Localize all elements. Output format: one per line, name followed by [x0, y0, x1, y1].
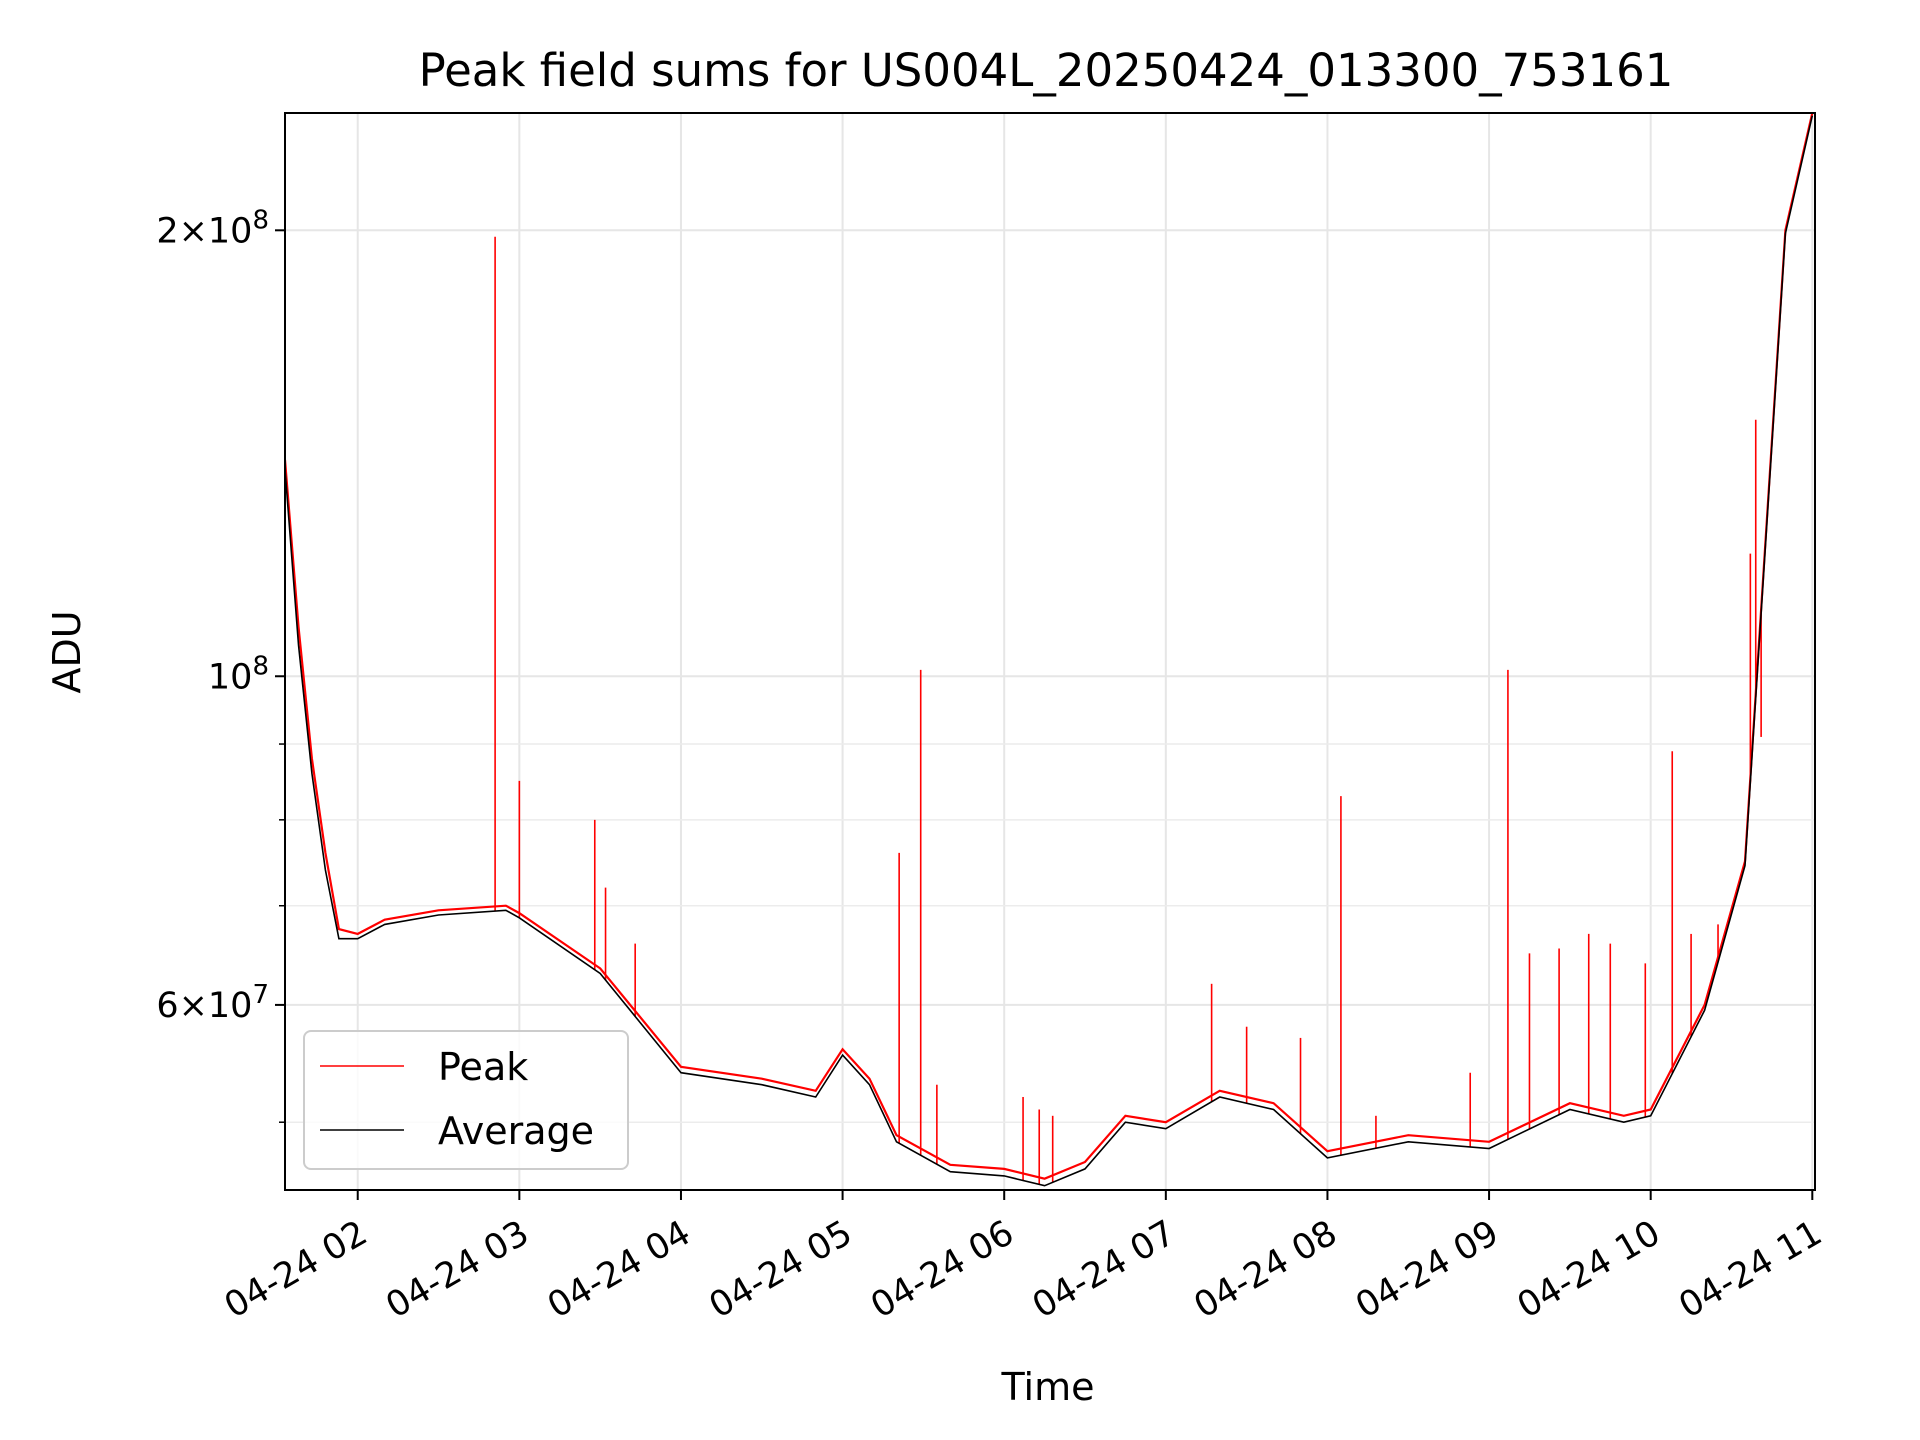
- legend-peak-label: Peak: [438, 1045, 528, 1089]
- plot-area: [285, 113, 1814, 1187]
- average-series-line: [285, 115, 1814, 1187]
- y-tick-label: 108: [208, 651, 269, 697]
- peak-series-line: [285, 113, 1814, 1180]
- x-axis-label: Time: [1001, 1365, 1095, 1409]
- y-axis-label: ADU: [45, 610, 89, 693]
- y-tick-label: 2×108: [156, 205, 269, 251]
- legend-average-label: Average: [438, 1109, 594, 1153]
- chart-title: Peak field sums for US004L_20250424_0133…: [419, 44, 1674, 97]
- plot-frame: [284, 112, 1816, 1191]
- y-tick-label: 6×107: [156, 980, 269, 1026]
- grid: [285, 113, 1815, 1190]
- legend: Peak Average: [303, 1030, 629, 1170]
- y-axis: 6×107 108 2×108: [156, 205, 285, 1123]
